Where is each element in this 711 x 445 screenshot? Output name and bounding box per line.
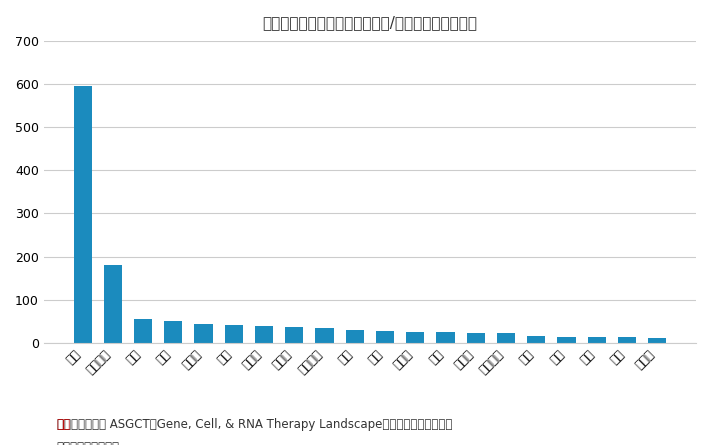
Title: 全球主要基因治疗药物开发国家/地区的临床试验数量: 全球主要基因治疗药物开发国家/地区的临床试验数量 — [262, 15, 477, 30]
Text: 注：: 注： — [57, 418, 71, 431]
Bar — [406, 332, 424, 343]
Bar — [104, 265, 122, 343]
Bar — [648, 338, 666, 343]
Bar — [316, 328, 333, 343]
Bar — [255, 326, 273, 343]
Bar — [497, 333, 515, 343]
Bar — [285, 327, 304, 343]
Text: 注：资料来源于 ASGCT《Gene, Cell, & RNA Therapy Landscape》，统计数据包含注册: 注：资料来源于 ASGCT《Gene, Cell, & RNA Therapy … — [57, 418, 452, 431]
Bar — [195, 324, 213, 343]
Bar — [225, 325, 243, 343]
Text: 和非注册临床试验。: 和非注册临床试验。 — [57, 441, 120, 445]
Bar — [164, 321, 183, 343]
Bar — [466, 333, 485, 343]
Bar — [618, 337, 636, 343]
Bar — [557, 337, 576, 343]
Bar — [376, 331, 394, 343]
Bar — [73, 86, 92, 343]
Bar — [437, 332, 454, 343]
Bar — [346, 330, 364, 343]
Bar — [134, 319, 152, 343]
Bar — [528, 336, 545, 343]
Bar — [588, 337, 606, 343]
